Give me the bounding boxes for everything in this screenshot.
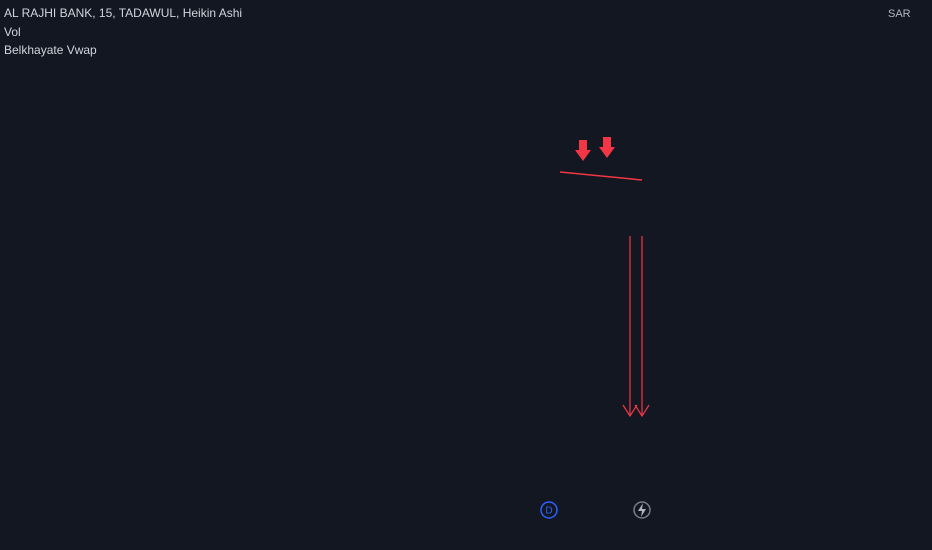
event-marker[interactable] <box>540 501 558 519</box>
trend-line <box>559 171 643 181</box>
arrow-icon <box>599 137 615 158</box>
arrow-icon <box>575 140 591 161</box>
arrow-head <box>634 404 650 418</box>
legend-indicator: Vol <box>4 25 21 39</box>
arrow-head <box>622 404 638 418</box>
alert-icon <box>638 503 646 517</box>
currency-label: SAR <box>888 8 911 20</box>
legend-title: AL RAJHI BANK, 15, TADAWUL, Heikin Ashi <box>4 6 242 20</box>
legend-indicator: Belkhayate Vwap <box>4 43 97 57</box>
event-marker-text: D <box>545 506 552 517</box>
annotation-layer: D <box>540 137 651 519</box>
price-axis <box>875 0 932 550</box>
